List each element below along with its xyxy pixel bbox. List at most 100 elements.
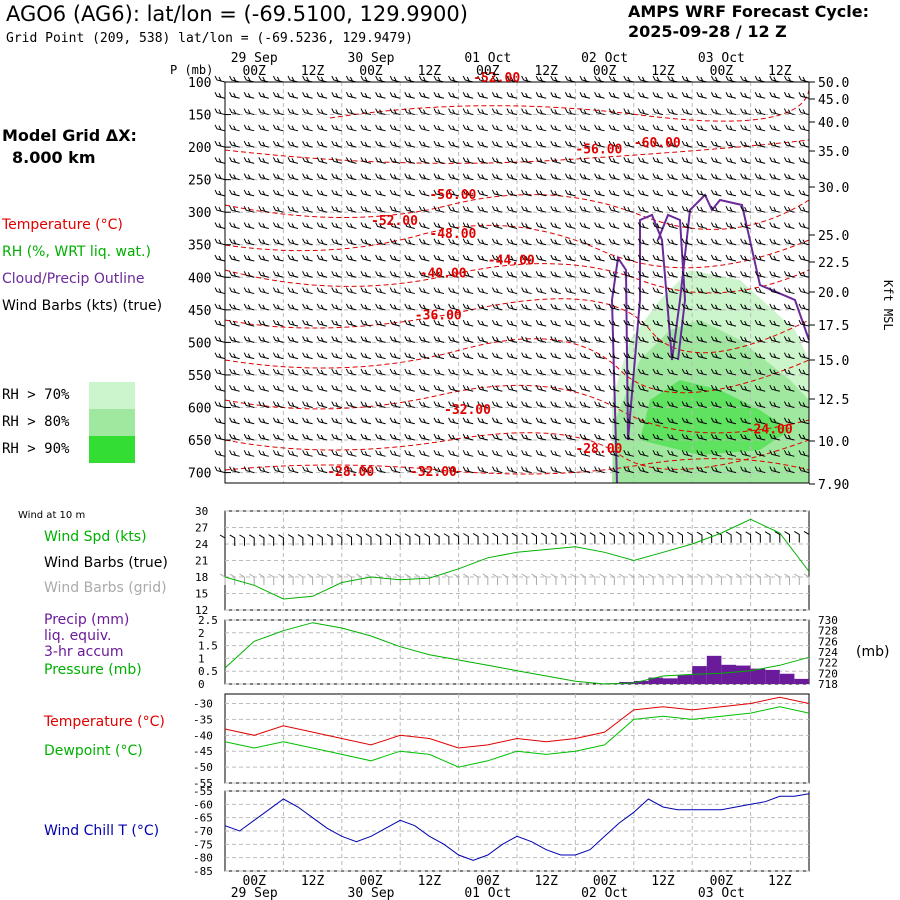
date-label-bottom: 30 Sep	[348, 886, 395, 900]
time-label-bottom: 00Z	[476, 874, 500, 889]
height-tick-label: 40.0	[818, 116, 849, 131]
time-label-top: 00Z	[593, 64, 617, 79]
wind-speed-tick-label: 15	[195, 588, 208, 601]
legend-rh90-label: RH > 90%	[2, 441, 70, 457]
time-label-top: 12Z	[651, 64, 675, 79]
wind-barbs-crosssection	[214, 75, 810, 474]
time-label-top: 12Z	[768, 64, 792, 79]
forecast-cycle-title: AMPS WRF Forecast Cycle:	[628, 2, 870, 21]
date-label-top: 01 Oct	[464, 51, 511, 66]
legend-rh90-swatch	[89, 436, 135, 463]
wind-chill-tick-label: -75	[193, 838, 213, 851]
cloud-outline	[610, 193, 810, 484]
time-label-top: 00Z	[359, 64, 383, 79]
pressure-tick-label-right: 720	[818, 667, 838, 680]
height-tick-label: 35.0	[818, 145, 849, 160]
precip-tick-label: 1.5	[198, 640, 218, 653]
wind-chill-tick-label: -55	[193, 785, 213, 798]
height-tick-label: 20.0	[818, 286, 849, 301]
pressure-tick-label: 450	[188, 304, 211, 319]
precip-tick-label: 2.5	[198, 614, 218, 627]
height-tick-label: 15.0	[818, 354, 849, 369]
time-label-bottom: 12Z	[301, 874, 325, 889]
dewpoint-line	[224, 706, 810, 768]
legend-rh80-label: RH > 80%	[2, 414, 70, 430]
precip-bar	[706, 655, 722, 684]
pressure-tick-label: 650	[188, 434, 211, 449]
pressure-tick-label-right: 722	[818, 657, 838, 670]
crosssection-frame	[224, 81, 810, 484]
height-tick-label: 25.0	[818, 229, 849, 244]
precip-tick-label: 0.5	[198, 665, 218, 678]
date-label-top: 02 Oct	[581, 51, 628, 66]
temperature-contour-label: -48.00	[429, 227, 476, 242]
temperature-contour-label: -24.00	[746, 423, 793, 438]
temperature-contour	[224, 338, 810, 394]
pressure-tick-label: 600	[188, 401, 211, 416]
temperature-tick-label: -50	[193, 761, 213, 774]
time-label-top: 00Z	[476, 64, 500, 79]
temperature-contour	[224, 458, 810, 475]
time-label-top: 12Z	[418, 64, 442, 79]
temperature-tick-label: -55	[193, 777, 213, 790]
forecast-cycle-value: 2025-09-28 / 12 Z	[628, 22, 787, 41]
time-label-top: 12Z	[301, 64, 325, 79]
wind-chill-line	[224, 793, 810, 861]
pressure-tick-label: 700	[188, 467, 211, 482]
pressure-tick-label: 550	[188, 369, 211, 384]
grid-point-label: Grid Point (209, 538) lat/lon = (-69.523…	[6, 31, 413, 46]
legend-wind-barbs: Wind Barbs (kts) (true)	[2, 298, 163, 314]
wind-speed-tick-label: 21	[195, 555, 208, 568]
temperature-contour-label: -32.00	[410, 465, 457, 480]
legend-rh70-swatch	[89, 382, 135, 409]
height-tick-label: 10.0	[818, 435, 849, 450]
rh90-region	[640, 380, 790, 455]
wind-speed-tick-label: 27	[195, 522, 208, 535]
pressure-tick-label-right: 728	[818, 625, 838, 638]
wind-barbs-grid-row	[219, 573, 810, 585]
temperature-line	[224, 696, 810, 749]
time-label-bottom: 12Z	[651, 874, 675, 889]
wind-speed-tick-label: 30	[195, 505, 208, 518]
wind-barbs-true-row	[219, 530, 810, 546]
temperature-contour-label: -32.00	[444, 403, 491, 418]
temperature-contour-label: -56.00	[429, 188, 476, 203]
precip-tick-label: 0	[198, 678, 205, 691]
pressure-tick-label-right: 724	[818, 646, 838, 659]
precip-bar	[779, 673, 795, 684]
pressure-tick-label: 150	[188, 109, 211, 124]
time-label-bottom: 12Z	[768, 874, 792, 889]
temperature-contour-label: -28.00	[327, 465, 374, 480]
temperature-contour-label: -52.00	[371, 214, 418, 229]
height-tick-label: 45.0	[818, 93, 849, 108]
precip-bar	[633, 680, 649, 684]
time-label-bottom: 12Z	[534, 874, 558, 889]
legend-precip-accum: 3-hr accum	[44, 644, 124, 660]
legend-rh70-label: RH > 70%	[2, 387, 70, 403]
legend-wind-speed: Wind Spd (kts)	[44, 529, 147, 545]
temperature-contour	[224, 298, 810, 354]
temperature-contour-label: -28.00	[575, 442, 622, 457]
height-tick-label: 50.0	[818, 76, 849, 91]
temperature-contour-label: -60.00	[634, 136, 681, 151]
temperature-contour-label: -56.00	[575, 143, 622, 158]
wind-chill-tick-label: -85	[193, 865, 213, 878]
pressure-tick-label: 250	[188, 174, 211, 189]
legend-precip-liq: liq. equiv.	[44, 628, 112, 644]
precip-bar	[765, 669, 780, 684]
date-label-top: 29 Sep	[231, 51, 278, 66]
precip-bar	[663, 678, 678, 684]
chart-title: AGO6 (AG6): lat/lon = (-69.5100, 129.990…	[6, 2, 468, 26]
pressure-tick-label: 400	[188, 271, 211, 286]
time-label-top: 00Z	[710, 64, 734, 79]
time-label-bottom: 00Z	[359, 874, 383, 889]
temperature-contour	[224, 384, 810, 434]
time-label-top: 00Z	[242, 64, 266, 79]
wind-chill-tick-label: -80	[193, 852, 213, 865]
wind-chill-tick-label: -65	[193, 812, 213, 825]
wind-speed-line	[224, 518, 810, 600]
legend-temperature: Temperature (°C)	[2, 217, 123, 233]
legend-rh80-swatch	[89, 409, 135, 436]
pressure-axis-title: P (mb)	[170, 63, 213, 77]
temperature-contour-label: -40.00	[420, 266, 467, 281]
